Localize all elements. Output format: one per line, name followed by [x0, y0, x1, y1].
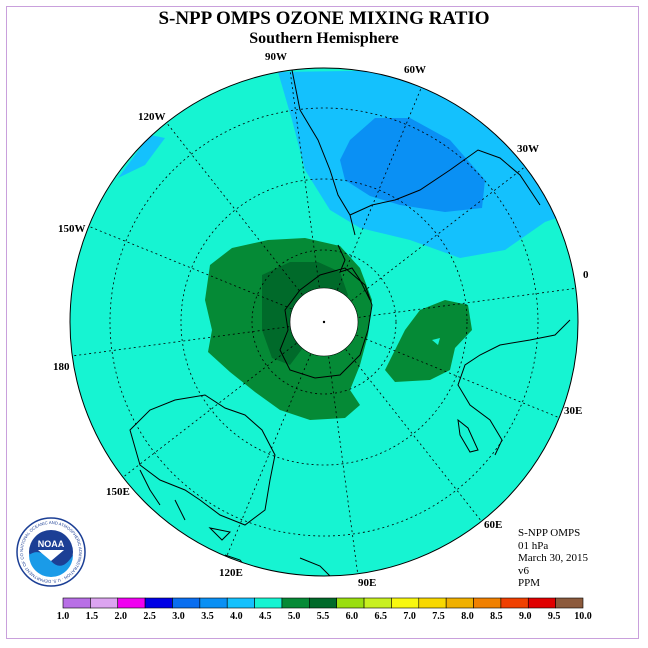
noaa-logo: NATIONAL OCEANIC AND ATMOSPHERIC ADMINIS… [16, 517, 86, 587]
lon-label-120e: 120E [219, 567, 243, 579]
lon-label-90e: 90E [358, 577, 376, 589]
ozone-blob-hole [432, 338, 440, 345]
info-units: PPM [518, 577, 541, 589]
madagascar-coast [457, 418, 479, 453]
lon-label-60w: 60W [404, 64, 426, 76]
australia-coast [129, 394, 276, 526]
africa-coast [457, 319, 571, 456]
product-info: S-NPP OMPS 01 hPa March 30, 2015 v6 PPM [518, 527, 588, 590]
lon-label-150e: 150E [106, 486, 130, 498]
lon-label-90w: 90W [265, 51, 287, 63]
lon-label-180: 180 [53, 361, 70, 373]
info-version: v6 [518, 564, 529, 577]
lon-label-30e: 30E [564, 405, 582, 417]
island-coast-2 [299, 557, 331, 576]
ozone-high-blob [385, 300, 472, 382]
antarctic-peninsula-coast [337, 244, 371, 301]
noaa-logo-text: NOAA [38, 539, 65, 549]
info-date: March 30, 2015 [518, 552, 588, 564]
map-disk-border [69, 67, 579, 577]
info-instrument: S-NPP OMPS [518, 527, 581, 539]
lon-label-150w: 150W [58, 223, 86, 235]
new-zealand-coast [139, 469, 186, 521]
lon-label-30w: 30W [517, 143, 539, 155]
info-pressure-level: 01 hPa [518, 539, 549, 552]
ozone-low-lobe [118, 135, 165, 178]
south-america-coast [291, 69, 541, 236]
map-subtitle: Southern Hemisphere [249, 30, 399, 47]
lon-label-60e: 60E [484, 519, 502, 531]
south-pole-marker [322, 320, 326, 324]
longitude-grid [71, 69, 578, 576]
lon-label-120w: 120W [138, 111, 166, 123]
antarctica-coast [279, 267, 373, 379]
latitude-grid [109, 107, 539, 537]
map-title: S-NPP OMPS OZONE MIXING RATIO [158, 8, 490, 29]
image-frame [6, 6, 639, 639]
tasmania-coast [208, 527, 232, 541]
lon-label-0: 0 [583, 269, 589, 281]
